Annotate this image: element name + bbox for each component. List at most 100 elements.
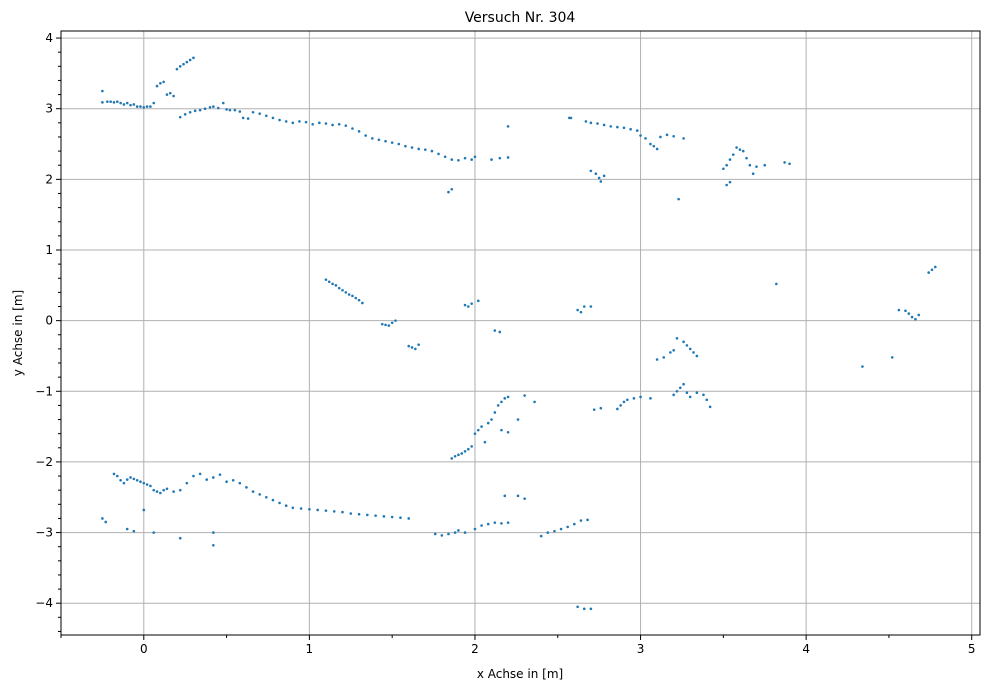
data-point: [115, 100, 119, 103]
data-point: [341, 510, 344, 514]
data-point: [217, 106, 220, 110]
data-point: [755, 165, 758, 168]
data-point: [417, 343, 420, 346]
data-point: [649, 397, 652, 400]
data-point: [722, 167, 725, 171]
data-point: [182, 62, 185, 66]
data-point: [284, 504, 288, 508]
data-point: [203, 107, 207, 111]
data-point: [185, 481, 189, 485]
data-point: [364, 134, 367, 137]
data-point: [149, 484, 152, 488]
data-point: [914, 317, 917, 321]
data-point: [788, 162, 791, 166]
data-point: [500, 428, 503, 432]
data-point: [695, 354, 699, 358]
y-tick-label: 2: [45, 172, 53, 186]
data-point: [251, 490, 255, 493]
data-point: [155, 490, 159, 493]
data-point: [241, 116, 245, 120]
data-point: [470, 445, 473, 448]
data-point: [142, 105, 146, 109]
data-point: [639, 395, 642, 399]
y-tick-label: 4: [45, 31, 53, 45]
data-point: [533, 400, 536, 404]
data-point: [675, 389, 679, 393]
data-point: [324, 122, 328, 125]
data-point: [506, 125, 510, 128]
data-point: [672, 349, 675, 352]
x-tick-label: 3: [637, 642, 645, 656]
data-point: [741, 149, 745, 153]
data-point: [576, 308, 579, 312]
data-point: [682, 340, 685, 344]
data-point: [498, 330, 502, 334]
data-point: [135, 478, 139, 482]
data-point: [731, 153, 735, 156]
data-point: [672, 393, 675, 397]
data-point: [159, 81, 162, 85]
data-point: [579, 519, 583, 522]
data-point: [596, 122, 599, 125]
data-point: [506, 430, 510, 434]
data-point: [152, 488, 156, 492]
data-point: [298, 120, 301, 123]
x-tick-label: 0: [140, 642, 148, 656]
data-point: [374, 514, 377, 517]
data-point: [271, 498, 275, 502]
data-point: [119, 101, 122, 105]
data-point: [327, 280, 331, 284]
data-point: [665, 133, 669, 137]
data-point: [597, 176, 601, 180]
data-point: [695, 391, 699, 394]
data-point: [218, 473, 222, 476]
data-point: [152, 531, 156, 534]
plot-frame: [60, 30, 981, 636]
data-point: [122, 481, 126, 485]
data-point: [357, 298, 361, 302]
data-point: [682, 382, 685, 386]
data-point: [119, 478, 122, 482]
data-point: [155, 84, 159, 88]
data-point: [682, 137, 685, 140]
data-point: [500, 400, 503, 404]
data-point: [685, 391, 689, 394]
data-point: [357, 130, 361, 133]
data-point: [599, 180, 603, 183]
x-tick-label: 1: [306, 642, 314, 656]
data-point: [655, 358, 659, 361]
data-point: [212, 476, 215, 479]
data-point: [192, 56, 195, 60]
data-point: [447, 190, 450, 194]
data-point: [626, 398, 629, 402]
x-tick-label: 5: [968, 642, 976, 656]
data-point: [493, 521, 497, 524]
data-point: [198, 108, 202, 112]
data-point: [748, 163, 752, 167]
data-point: [622, 126, 626, 130]
grid: [61, 31, 980, 635]
chart-title: Versuch Nr. 304: [465, 10, 576, 26]
data-point: [493, 411, 497, 414]
data-point: [725, 163, 728, 167]
data-point: [331, 123, 334, 127]
data-point: [106, 100, 109, 103]
data-point: [907, 312, 911, 315]
data-point: [337, 122, 341, 126]
y-tick-label: 1: [45, 243, 53, 257]
data-point: [486, 421, 490, 425]
data-point: [476, 299, 480, 303]
data-point: [198, 472, 202, 476]
data-point: [490, 418, 493, 421]
data-point: [132, 103, 136, 106]
data-point: [437, 152, 440, 156]
data-point: [162, 80, 165, 84]
data-point: [284, 120, 288, 123]
data-point: [453, 531, 457, 534]
data-point: [172, 94, 175, 98]
data-point: [763, 163, 767, 167]
data-point: [463, 303, 467, 307]
data-point: [496, 404, 500, 407]
data-point: [129, 103, 132, 107]
data-point: [745, 156, 748, 160]
